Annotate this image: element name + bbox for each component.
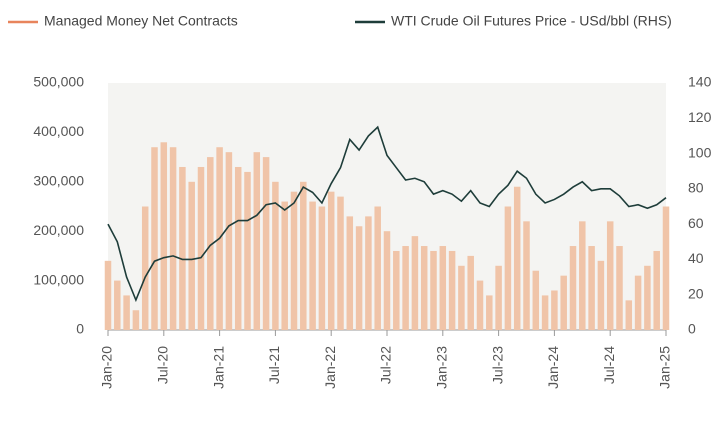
y-tick-label: 400,000 [33,123,84,139]
bar [188,181,195,330]
bar [253,152,261,330]
bar [439,246,447,330]
x-tick-label: Jan-23 [434,346,450,389]
bar [411,236,419,330]
bar [393,250,400,330]
bar [346,216,354,330]
bar [560,275,567,330]
bar [374,206,381,330]
bar [318,206,326,330]
y-tick-label: 200,000 [33,222,84,238]
x-tick-label: Jul-20 [155,346,171,384]
bar [653,250,660,330]
y-tick-label: 300,000 [33,173,84,189]
bar [114,280,121,330]
bar [179,166,186,330]
bar [197,166,205,330]
bar [625,300,633,330]
y-tick-label: 0 [76,321,84,337]
bar [383,231,391,330]
bar [244,171,251,330]
bar [551,290,558,330]
bar [337,196,344,330]
bar [402,246,409,330]
x-tick-label: Jul-24 [601,346,617,384]
bar [606,221,614,330]
bar [616,246,623,330]
x-tick-label: Jan-20 [99,346,115,389]
bar [272,181,279,330]
y2-tick-label: 0 [688,321,696,337]
bar [513,186,521,330]
bar [532,270,540,330]
y2-tick-label: 140 [688,74,712,90]
bar [327,191,335,330]
legend-label: WTI Crude Oil Futures Price - USd/bbl (R… [391,13,672,29]
bar [123,295,130,330]
bar [588,246,595,330]
bar [365,216,372,330]
bar [644,265,651,330]
legend-label: Managed Money Net Contracts [44,13,238,29]
bar [281,201,288,330]
y2-tick-label: 120 [688,109,712,125]
bar [430,250,437,330]
bar [569,246,577,330]
bar [104,260,112,330]
bar [309,201,316,330]
bar [225,152,233,330]
bar [448,250,456,330]
y-tick-label: 500,000 [33,74,84,90]
bar [476,280,484,330]
y2-tick-label: 40 [688,250,704,266]
bar [151,147,158,330]
bar [579,221,586,330]
legend: Managed Money Net Contracts WTI Crude Oil… [8,13,672,29]
bar [141,206,149,330]
bar [262,157,270,330]
bar [467,255,474,330]
x-tick-label: Jan-22 [322,346,338,389]
bar [495,265,502,330]
x-tick-label: Jul-21 [266,346,282,384]
bar [355,226,363,330]
bar [420,246,428,330]
price-line [107,125,667,303]
bar [234,166,242,330]
y2-tick-label: 60 [688,215,704,231]
bar [597,260,605,330]
y-tick-label: 100,000 [33,271,84,287]
bar [169,147,177,330]
bar [662,206,670,330]
x-tick-label: Jan-25 [657,346,673,389]
bar [300,181,307,330]
bar [207,157,214,330]
bar [458,265,465,330]
bar [523,221,530,330]
y2-tick-label: 80 [688,180,704,196]
bar [504,206,512,330]
x-tick-label: Jul-23 [489,346,505,384]
x-tick-label: Jul-22 [378,346,394,384]
bar [160,142,168,330]
y2-tick-label: 100 [688,144,712,160]
x-tick-label: Jan-24 [545,346,561,389]
bar [132,310,140,330]
bar [486,295,493,330]
bar [290,191,298,330]
x-tick-label: Jan-21 [210,346,226,389]
bar [634,275,642,330]
bar [541,295,549,330]
y2-tick-label: 20 [688,285,704,301]
